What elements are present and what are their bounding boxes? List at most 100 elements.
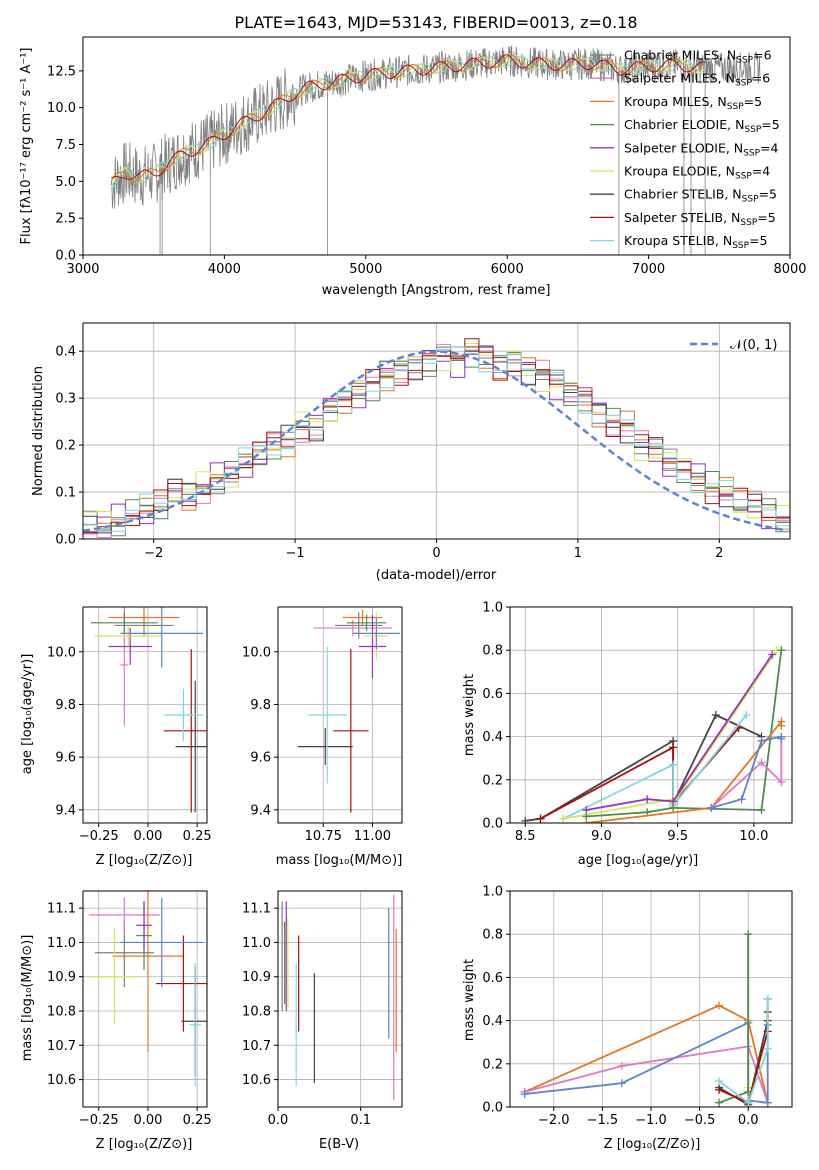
age-vs-Z-ytick-label: 9.6 (55, 751, 76, 766)
legend-text: Kroupa MILES, N (624, 94, 727, 109)
mass-vs-Z-marks (88, 891, 207, 1087)
mass-vs-ebv-ytick-label: 10.9 (242, 970, 271, 985)
weight-vs-age-marker-blue_alt (707, 803, 716, 812)
mass-vs-ebv-frame (277, 890, 403, 1108)
weight-vs-Z-line-kroupa_miles (524, 1004, 769, 1103)
legend-sub: SSP (735, 172, 752, 182)
spectrum-xtick-label: 4000 (208, 262, 241, 277)
weight-vs-Z-ytick-label: 0.8 (482, 928, 503, 943)
weight-vs-age-ytick-label: 0.2 (482, 773, 503, 788)
weight-vs-age-marker-kroupa_miles (582, 819, 591, 823)
weight-vs-Z-ytick-label: 1.0 (482, 885, 503, 900)
legend-text: Salpeter MILES, N (624, 71, 735, 86)
residuals-ytick-label: 0.3 (55, 392, 76, 407)
legend-n: =5 (749, 233, 767, 248)
weight-vs-age-marker-blue_alt (777, 734, 786, 743)
age-vs-Z-ytick-label: 9.8 (55, 698, 76, 713)
residuals-y-label: Normed distribution (31, 366, 46, 496)
mass-vs-Z-ytick-label: 10.8 (47, 1005, 76, 1020)
spectrum-model-salpeter_stelib (111, 54, 706, 180)
weight-vs-Z-panel: −2.0 −1.5 −1.0 −0.5 0.0 0.0 0.2 0.4 0.6 0.8 1.0 (482, 885, 793, 1128)
mass-vs-ebv-xtick-label: 0.0 (268, 1113, 289, 1128)
spectrum-model-kroupa_elodie (110, 55, 706, 188)
mass-vs-Z-ytick-label: 11.1 (47, 902, 76, 917)
weight-vs-Z-marker-salpeter_miles (617, 1061, 626, 1070)
mass-vs-ebv-ytick-label: 10.6 (242, 1073, 271, 1088)
weight-vs-age-xtick-label: 9.5 (667, 829, 688, 844)
age-vs-mass-panel: 10.75 11.00 9.4 9.6 9.8 10.0 (242, 606, 403, 844)
spectrum-plot-area (110, 45, 761, 255)
spectrum-frame (82, 36, 791, 256)
age-vs-Z-xtick-label: 0.00 (133, 829, 162, 844)
mass-vs-Z-ytick-label: 10.7 (47, 1039, 76, 1054)
spectrum-ytick-label: 2.5 (55, 212, 76, 227)
weight-vs-age-marker-salpeter_elodie (643, 795, 652, 804)
mass-vs-ebv-ytick-label: 11.1 (242, 902, 271, 917)
weight-vs-Z-ytick-label: 0.2 (482, 1057, 503, 1072)
residuals-xtick-label: 1 (574, 546, 582, 561)
weight-vs-age-ytick-label: 0.8 (482, 644, 503, 659)
weight-vs-Z-ytick-label: 0.6 (482, 971, 503, 986)
mass-vs-Z-x-label: Z [log₁₀(Z/Z⊙)] (96, 1137, 193, 1152)
weight-vs-Z-marks (520, 930, 772, 1107)
age-vs-Z-y-label: age [log₁₀(age/yr)] (20, 654, 35, 775)
weight-vs-age-ytick-label: 0.4 (482, 730, 503, 745)
legend-text: Kroupa ELODIE, N (624, 164, 735, 179)
age-vs-mass-ytick-label: 9.8 (250, 698, 271, 713)
legend-sub: SSP (736, 56, 753, 66)
residuals-legend: 𝒩(0, 1) (690, 338, 777, 353)
age-vs-Z-frame (82, 606, 208, 824)
spectrum-model-kroupa_miles (110, 54, 706, 182)
weight-vs-age-marker-salpeter_stelib (669, 743, 678, 752)
age-vs-mass-ytick-label: 9.4 (250, 803, 271, 818)
mass-vs-ebv-ytick-label: 10.8 (242, 1005, 271, 1020)
spectrum-panel: PLATE=1643, MJD=53143, FIBERID=0013, z=0… (19, 13, 807, 298)
legend-n: =5 (759, 187, 777, 202)
legend-n: =5 (761, 117, 779, 132)
weight-vs-age-marker-chabrier_elodie (777, 646, 786, 655)
mass-vs-ebv-x-label: E(B-V) (319, 1137, 359, 1152)
residuals-xtick-label: 0 (432, 546, 440, 561)
legend-sub: SSP (743, 148, 760, 158)
weight-vs-age-marker-salpeter_stelib (536, 814, 545, 823)
weight-vs-Z-xtick-label: −1.5 (587, 1113, 619, 1128)
weight-vs-age-marker-salpeter_elodie (768, 650, 777, 659)
weight-vs-age-marker-kroupa_miles (777, 721, 786, 730)
weight-vs-age-marker-chabrier_stelib (711, 711, 720, 719)
age-vs-Z-xtick-label: −0.25 (79, 829, 119, 844)
legend-n: =5 (757, 210, 775, 225)
weight-vs-age-marker-salpeter_miles (777, 777, 786, 786)
mass-vs-ebv-panel: 0.0 0.1 10.6 10.7 10.8 10.9 11.0 11.1 (242, 890, 403, 1128)
legend-label-salpeter_stelib: Salpeter STELIB, NSSP=5 (624, 210, 776, 228)
weight-vs-age-ytick-label: 0.0 (482, 817, 503, 832)
mass-vs-Z-panel: −0.25 0.00 0.25 10.6 10.7 10.8 10.9 11.0 11.1 (47, 890, 212, 1128)
weight-vs-age-marks (521, 646, 786, 823)
weight-vs-Z-marker-blue_alt (617, 1079, 626, 1088)
residuals-plot-area (83, 323, 790, 539)
legend-sub: SSP (727, 102, 744, 112)
legend-n: =4 (752, 164, 770, 179)
legend-label-salpeter_elodie: Salpeter ELODIE, NSSP=4 (624, 140, 779, 158)
residuals-ytick-label: 0.0 (55, 533, 76, 548)
legend-text: Salpeter ELODIE, N (624, 140, 743, 155)
age-vs-mass-xtick-label: 10.75 (305, 829, 342, 844)
spectrum-ytick-label: 5.0 (55, 175, 76, 190)
spectrum-ytick-label: 10.0 (47, 101, 76, 116)
weight-vs-age-xtick-label: 8.5 (515, 829, 536, 844)
legend-sub: SSP (732, 241, 749, 251)
residuals-panel: −2 −1 0 1 2 0.0 0.1 0.2 0.3 0.4 (data-model)/erro… (31, 322, 791, 583)
small-panels: −0.25 0.00 0.25 9.4 9.6 9.8 10.0 10.75 11.00 9.4 9… (47, 601, 793, 1128)
age-vs-Z-ytick-label: 9.4 (55, 803, 76, 818)
weight-vs-Z-xtick-label: −0.5 (684, 1113, 716, 1128)
residuals-x-label: (data-model)/error (376, 568, 497, 583)
residuals-ticks: −2 −1 0 1 2 0.0 0.1 0.2 0.3 0.4 (55, 345, 723, 561)
spectrum-ticks: 3000 4000 5000 6000 7000 8000 0.0 2.5 5.0 7.5 10.0… (47, 64, 807, 277)
weight-vs-age-line-kroupa_stelib (563, 714, 748, 820)
spectrum-y-label: Flux [fλ10⁻¹⁷ erg cm⁻² s⁻¹ A⁻¹] (19, 48, 34, 245)
mass-vs-Z-ytick-label: 10.6 (47, 1073, 76, 1088)
weight-vs-age-x-label: age [log₁₀(age/yr)] (578, 853, 699, 868)
weight-vs-age-marker-blue_alt (757, 736, 766, 745)
legend-label-salpeter_miles: Salpeter MILES, NSSP=6 (624, 71, 770, 89)
age-vs-mass-x-label: mass [log₁₀(M/M⊙)] (276, 853, 403, 868)
